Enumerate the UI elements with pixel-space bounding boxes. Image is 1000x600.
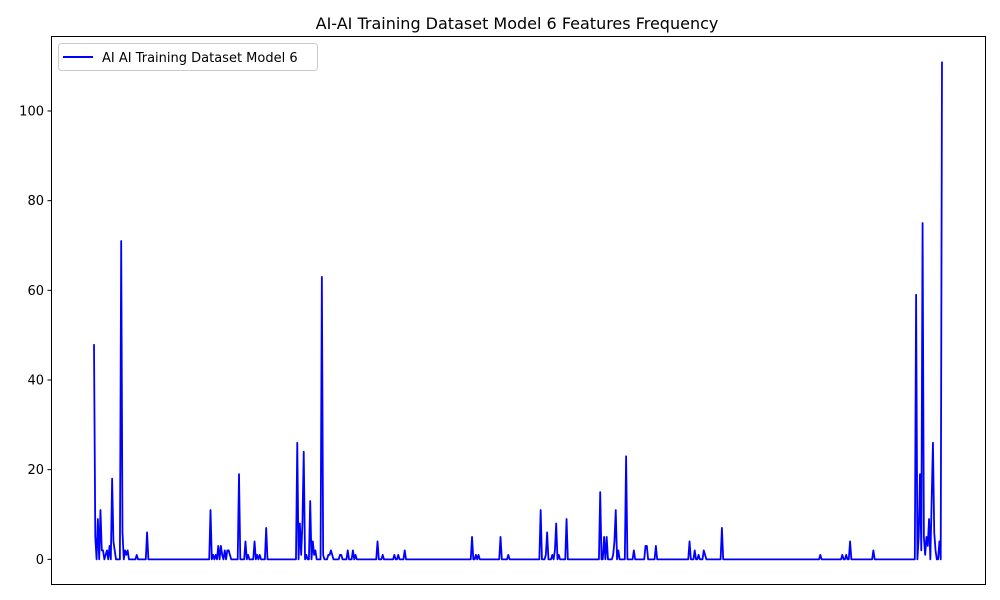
series-line (93, 61, 943, 561)
y-tick-label: 100 (19, 104, 44, 119)
y-tick-label: 0 (36, 553, 44, 568)
chart-title: AI-AI Training Dataset Model 6 Features … (316, 14, 719, 33)
y-tick-label: 20 (27, 463, 44, 478)
y-axis: 0 20 40 60 80 100 (19, 104, 52, 568)
legend-box (58, 43, 318, 71)
legend-label: AI AI Training Dataset Model 6 (102, 51, 298, 66)
legend: AI AI Training Dataset Model 6 (58, 43, 318, 71)
plot-area (93, 61, 943, 561)
axes-frame (51, 36, 986, 585)
y-tick-label: 60 (27, 284, 44, 299)
y-tick-label: 40 (27, 373, 44, 388)
y-tick-label: 80 (27, 194, 44, 209)
